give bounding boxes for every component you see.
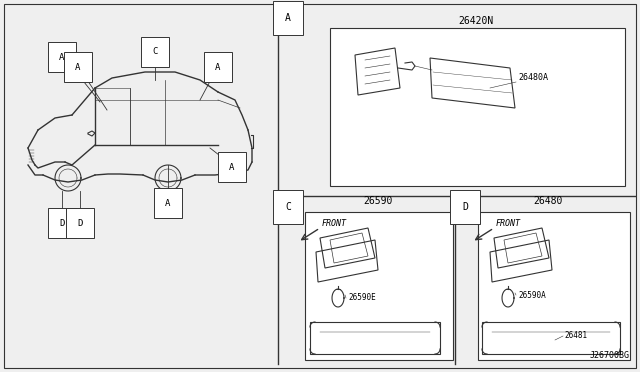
Text: D: D	[462, 202, 468, 212]
Text: C: C	[152, 48, 157, 57]
Text: 26480: 26480	[533, 196, 563, 206]
Text: J26700BG: J26700BG	[590, 351, 630, 360]
Text: A: A	[76, 62, 81, 71]
Text: A: A	[215, 62, 221, 71]
Bar	[305, 212, 453, 360]
Text: D: D	[77, 218, 83, 228]
Bar	[482, 322, 620, 354]
Text: 26590E: 26590E	[348, 294, 376, 302]
Text: 26590A: 26590A	[518, 291, 546, 299]
Text: A: A	[285, 13, 291, 23]
Text: A: A	[165, 199, 171, 208]
Text: 26420N: 26420N	[458, 16, 493, 26]
Text: FRONT: FRONT	[322, 219, 347, 228]
Text: 26590: 26590	[364, 196, 393, 206]
Text: D: D	[60, 218, 65, 228]
Text: FRONT: FRONT	[496, 219, 521, 228]
Text: A: A	[60, 52, 65, 61]
Text: A: A	[229, 163, 235, 171]
Text: C: C	[285, 202, 291, 212]
Text: 26481: 26481	[564, 331, 587, 340]
Bar	[310, 322, 440, 354]
Text: 26480A: 26480A	[518, 73, 548, 82]
Bar	[330, 28, 625, 186]
Bar	[478, 212, 630, 360]
